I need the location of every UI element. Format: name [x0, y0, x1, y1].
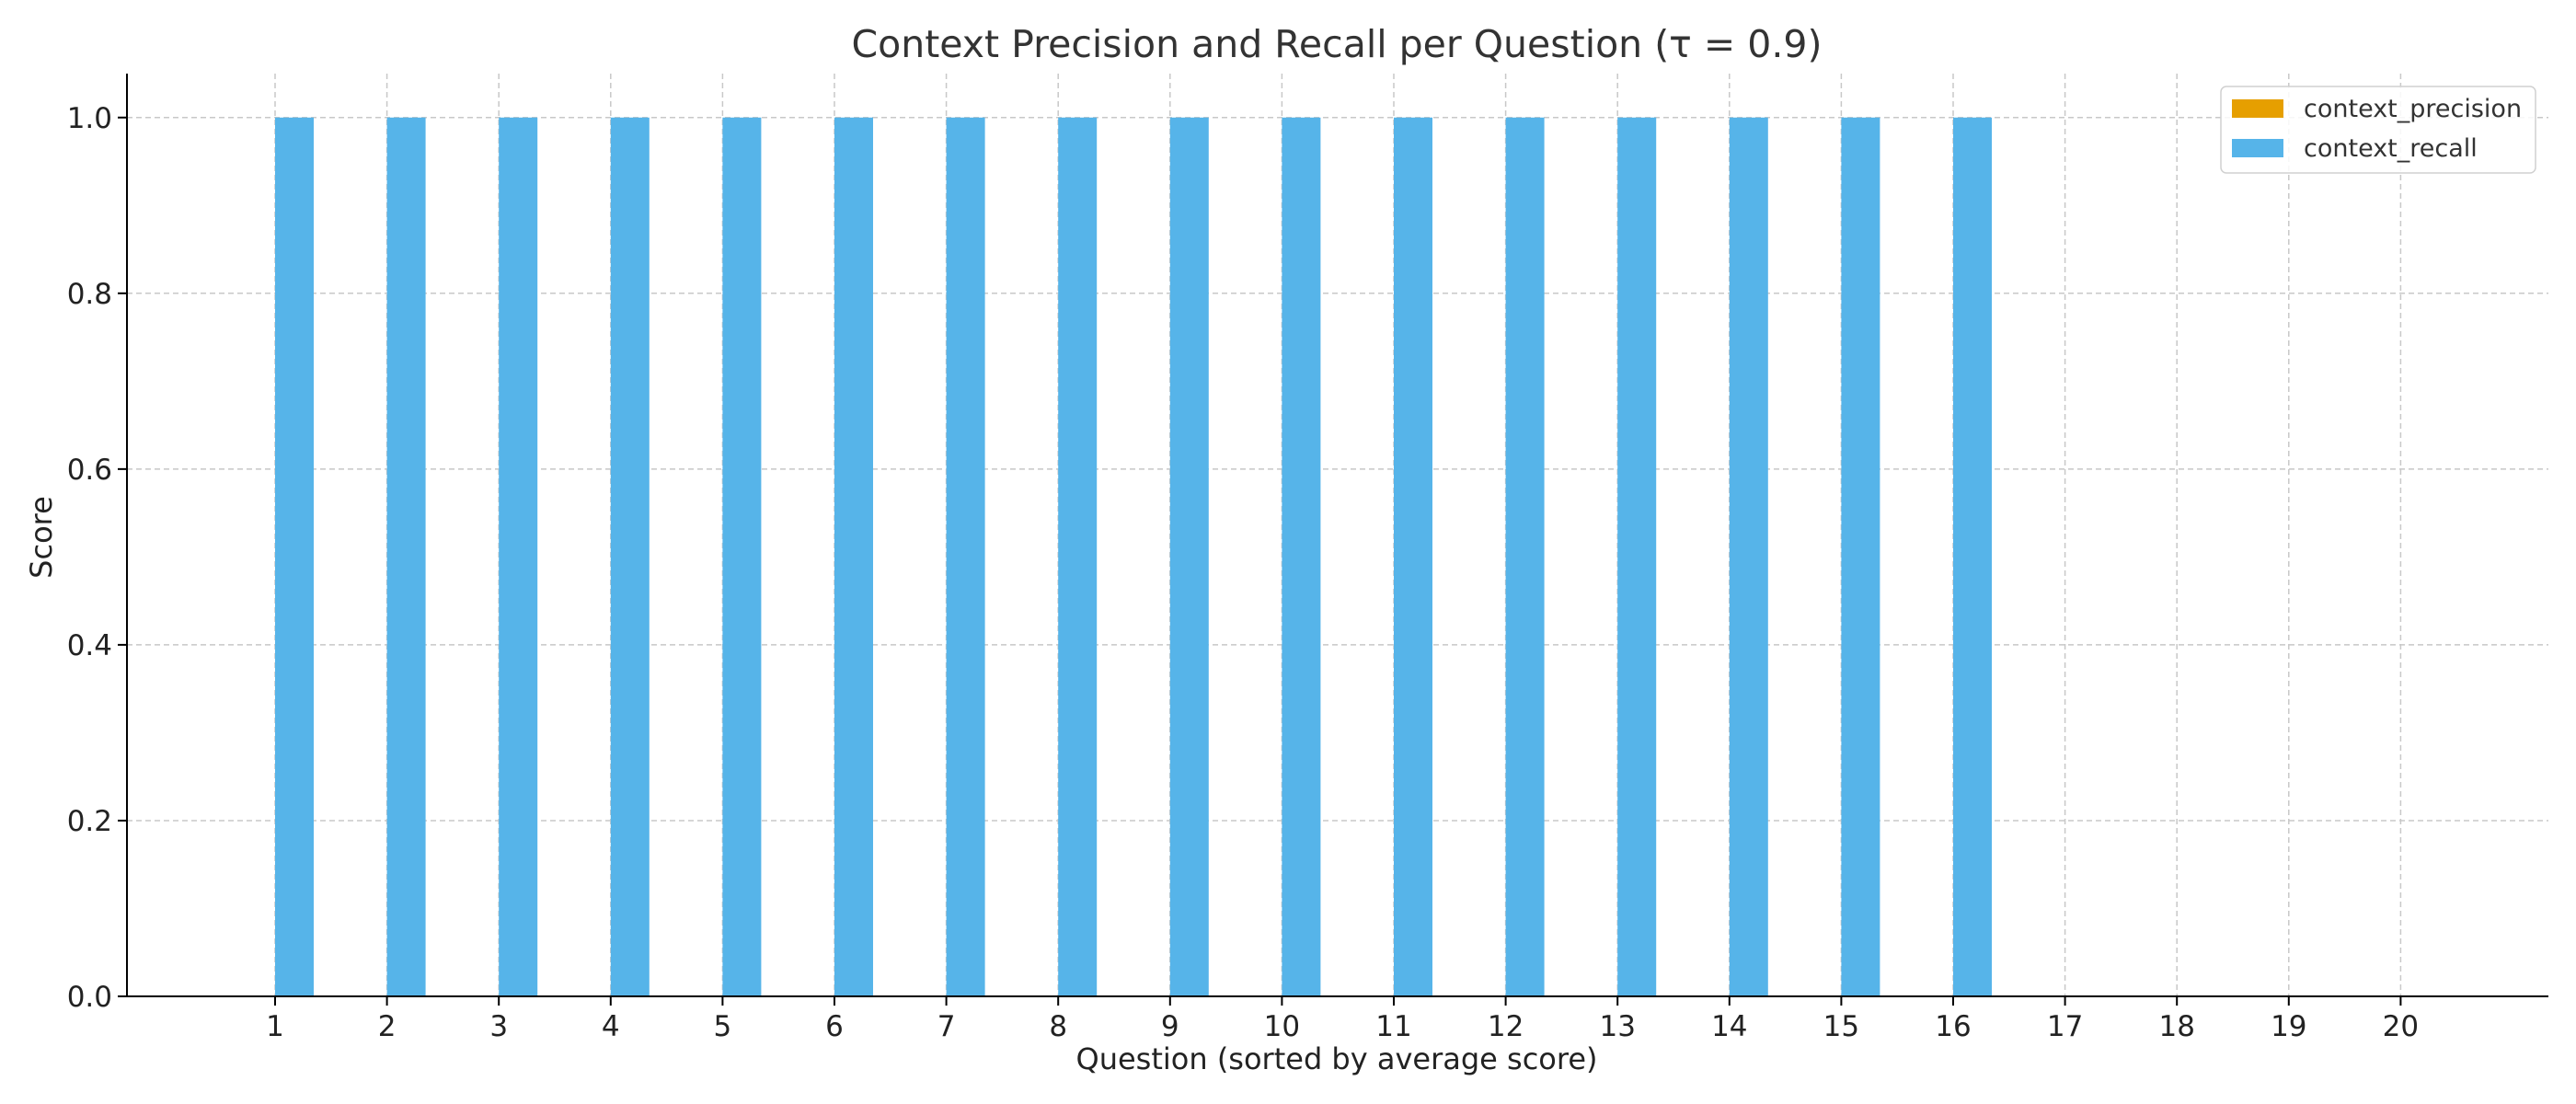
bar-context-recall-q12: [1505, 117, 1545, 996]
bar-context-recall-q3: [499, 117, 538, 996]
bar-context-recall-q14: [1729, 117, 1768, 996]
x-tick-label: 11: [1375, 1010, 1411, 1043]
y-tick-label: 0.0: [67, 981, 112, 1014]
legend-swatch-context-recall: [2232, 139, 2283, 157]
y-tick-label: 0.6: [67, 454, 112, 487]
y-tick-label: 0.4: [67, 629, 112, 662]
legend: context_precision context_recall: [2220, 86, 2536, 174]
x-tick-label: 8: [1049, 1010, 1067, 1043]
x-tick-label: 4: [602, 1010, 620, 1043]
bar-context-recall-q16: [1953, 117, 1992, 996]
bars: [275, 117, 1992, 996]
bar-context-recall-q9: [1169, 117, 1209, 996]
x-tick-label: 9: [1161, 1010, 1179, 1043]
legend-label-context-precision: context_precision: [2304, 95, 2522, 123]
legend-box: [2220, 86, 2536, 174]
x-tick-label: 17: [2047, 1010, 2083, 1043]
legend-swatch-context-precision: [2232, 99, 2283, 118]
axes: [126, 74, 2548, 997]
x-tick-label: 18: [2158, 1010, 2194, 1043]
bar-context-recall-q2: [386, 117, 426, 996]
x-tick-label: 16: [1935, 1010, 1971, 1043]
x-axis-label: Question (sorted by average score): [1076, 1041, 1598, 1076]
bar-context-recall-q15: [1841, 117, 1880, 996]
bar-context-recall-q11: [1394, 117, 1432, 996]
x-tick-label: 13: [1599, 1010, 1635, 1043]
x-tick-label: 1: [266, 1010, 284, 1043]
x-tick-label: 15: [1823, 1010, 1859, 1043]
y-tick-label: 0.8: [67, 278, 112, 311]
bar-context-recall-q1: [275, 117, 314, 996]
y-axis-label: Score: [24, 496, 59, 579]
bar-context-recall-q5: [722, 117, 762, 996]
chart-title: Context Precision and Recall per Questio…: [852, 22, 1823, 66]
legend-label-context-recall: context_recall: [2304, 134, 2478, 163]
bar-context-recall-q8: [1058, 117, 1098, 996]
y-axis-ticks: 0.0 0.2 0.4 0.6 0.8 1.0: [67, 102, 127, 1014]
grid-lines: [127, 74, 2548, 997]
x-axis-ticks: 1 2 3 4 5 6 7 8 9 10 11 12 13 14 15 16 17 18 19 20: [266, 996, 2419, 1043]
x-tick-label: 14: [1711, 1010, 1747, 1043]
bar-context-recall-q13: [1617, 117, 1657, 996]
bar-context-recall-q4: [610, 117, 650, 996]
x-tick-label: 2: [378, 1010, 397, 1043]
x-tick-label: 20: [2383, 1010, 2419, 1043]
x-tick-label: 5: [714, 1010, 732, 1043]
x-tick-label: 19: [2271, 1010, 2306, 1043]
y-tick-label: 1.0: [67, 102, 112, 135]
x-tick-label: 7: [937, 1010, 956, 1043]
x-tick-label: 3: [489, 1010, 508, 1043]
y-tick-label: 0.2: [67, 805, 112, 838]
bar-context-recall-q10: [1282, 117, 1321, 996]
x-tick-label: 6: [825, 1010, 844, 1043]
bar-context-recall-q6: [834, 117, 873, 996]
bar-context-recall-q7: [946, 117, 985, 996]
x-tick-label: 12: [1488, 1010, 1524, 1043]
x-tick-label: 10: [1264, 1010, 1300, 1043]
